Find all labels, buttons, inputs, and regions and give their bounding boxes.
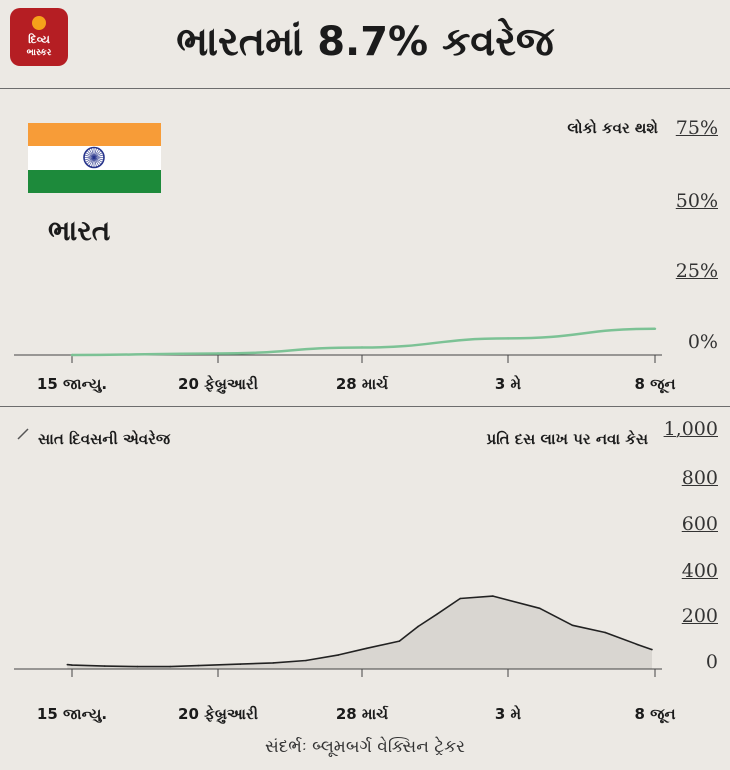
y-tick-0: 0 — [705, 651, 718, 673]
country-name: ભારત — [48, 214, 111, 247]
brand-line1: દિવ્ય — [28, 33, 50, 46]
y-tick-600: 600 — [681, 513, 718, 535]
coverage-line — [71, 327, 656, 357]
chart-divider — [0, 406, 730, 407]
y-tick-75: 75% — [675, 117, 718, 139]
cases-point — [337, 654, 340, 656]
cases-point — [398, 640, 401, 642]
y-tick-25: 25% — [675, 260, 718, 282]
y-tick-50: 50% — [675, 190, 718, 212]
cases-point — [637, 643, 639, 646]
coverage-point — [216, 352, 220, 355]
cases-point — [651, 648, 653, 651]
cases-point — [103, 665, 106, 667]
y-tick-400: 400 — [681, 560, 718, 582]
coverage-point — [506, 337, 510, 340]
cases-point — [459, 597, 462, 600]
x-tick-label: 3 મે — [494, 375, 522, 393]
coverage-point — [653, 327, 657, 330]
average-line-icon — [17, 428, 29, 440]
x-tick-label: 8 જૂન — [634, 705, 676, 723]
x-tick-label: 28 માર્ચ — [335, 375, 389, 393]
y-tick-1000: 1,000 — [663, 418, 718, 440]
y-tick-200: 200 — [681, 605, 718, 627]
headline: ભારતમાં 8.7% કવરેજ — [176, 19, 554, 65]
coverage-point — [360, 346, 364, 349]
cases-axis-label: પ્રતિ દસ લાખ પર નવા કેસ — [486, 430, 649, 448]
x-tick-label: 20 ફેબ્રુઆરી — [178, 705, 258, 723]
coverage-axis-label: લોકો કવર થશે — [567, 119, 658, 137]
coverage-point — [70, 353, 74, 357]
cases-point — [492, 595, 494, 597]
cases-point — [169, 665, 172, 668]
cases-point — [571, 624, 574, 627]
header-divider — [0, 88, 730, 89]
cases-point — [305, 659, 307, 662]
x-tick-label: 3 મે — [494, 705, 522, 723]
cases-point — [365, 647, 368, 650]
source-note: સંદર્ભઃ બ્લૂમબર્ગ વેક્સિન ટ્રેકર — [265, 737, 465, 757]
cases-point — [417, 625, 419, 628]
cases-point — [66, 663, 69, 666]
cases-area — [67, 596, 653, 669]
x-tick-label: 8 જૂન — [634, 375, 676, 393]
sun-icon — [32, 16, 46, 30]
cases-point — [272, 662, 274, 664]
cases-point — [538, 607, 541, 610]
cases-point — [239, 663, 242, 665]
series-legend: સાત દિવસની એવરેજ — [38, 430, 171, 448]
x-tick-label: 28 માર્ચ — [335, 705, 389, 723]
x-tick-label: 15 જાન્યુ. — [36, 705, 108, 723]
brand-logo: દિવ્ય ભાસ્કર — [10, 8, 68, 66]
cases-point — [436, 613, 438, 616]
ashoka-chakra-icon — [83, 147, 105, 169]
cases-point — [136, 665, 139, 668]
y-tick-800: 800 — [681, 467, 718, 489]
brand-line2: ભાસ્કર — [26, 48, 52, 58]
cases-point — [71, 664, 73, 666]
y-tick-0: 0% — [687, 331, 718, 353]
india-flag-icon — [28, 123, 161, 193]
cases-point — [197, 664, 200, 667]
x-tick-label: 15 જાન્યુ. — [36, 375, 108, 393]
cases-point — [604, 631, 607, 634]
x-tick-label: 20 ફેબ્રુઆરી — [178, 375, 258, 393]
